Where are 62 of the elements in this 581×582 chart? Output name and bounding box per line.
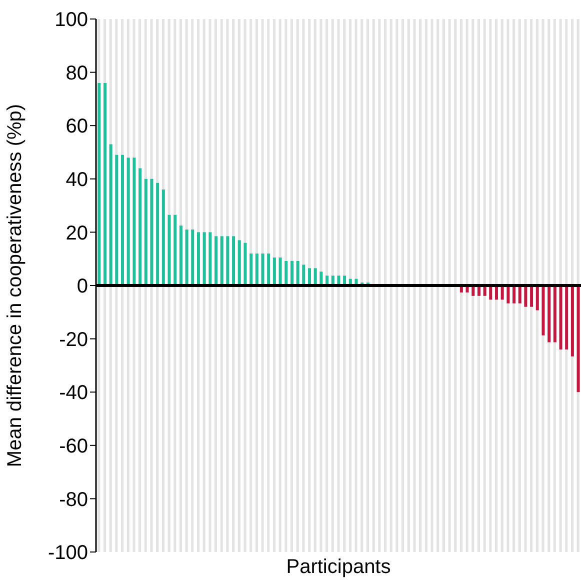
bar xyxy=(565,286,568,350)
bar xyxy=(272,258,276,286)
y-tick-label: 0 xyxy=(76,276,88,298)
bar xyxy=(126,158,130,286)
bar xyxy=(261,254,264,286)
bar xyxy=(536,286,539,310)
bar xyxy=(559,286,562,350)
bar xyxy=(144,178,148,286)
bar xyxy=(512,286,516,304)
bar xyxy=(250,254,253,286)
bar xyxy=(121,154,124,286)
bar xyxy=(576,286,580,392)
bar xyxy=(185,230,188,286)
bar xyxy=(308,268,311,286)
bar xyxy=(168,214,171,286)
y-tick-label: 100 xyxy=(54,9,88,32)
bar xyxy=(138,168,142,286)
bar xyxy=(570,286,574,356)
y-tick-label: -40 xyxy=(59,382,88,404)
bar xyxy=(174,214,177,286)
bar xyxy=(255,254,258,286)
x-axis-title: Participants xyxy=(286,556,391,578)
y-tick-label: -60 xyxy=(59,436,88,458)
y-tick-label: 80 xyxy=(66,62,88,84)
bar xyxy=(238,240,241,286)
bar xyxy=(542,286,545,336)
y-tick-label: 60 xyxy=(66,116,88,138)
bar xyxy=(156,182,160,286)
bar xyxy=(506,286,510,304)
bar xyxy=(244,242,247,286)
bar xyxy=(548,286,551,342)
bar xyxy=(115,154,118,286)
bar xyxy=(202,232,206,286)
bar xyxy=(179,226,182,286)
bar xyxy=(518,286,522,304)
bar xyxy=(278,258,282,286)
bar xyxy=(296,260,300,286)
bar xyxy=(208,232,212,286)
bar xyxy=(284,260,288,286)
y-tick-label: -80 xyxy=(59,488,88,511)
bar xyxy=(196,232,200,286)
y-axis-title: Mean difference in cooperativeness (%p) xyxy=(4,104,26,468)
y-tick-label: -100 xyxy=(48,542,88,564)
bar xyxy=(290,260,294,286)
bar xyxy=(267,254,270,286)
y-tick-label: 40 xyxy=(66,169,88,191)
bar xyxy=(150,178,154,286)
y-tick-label: 20 xyxy=(66,222,88,244)
bar xyxy=(191,230,194,286)
bar xyxy=(214,236,218,286)
bar xyxy=(302,264,306,286)
bar xyxy=(530,286,534,307)
bar xyxy=(162,190,165,286)
bar xyxy=(232,236,236,286)
bar xyxy=(220,236,224,286)
bar xyxy=(553,286,556,342)
bar xyxy=(132,158,136,286)
bar xyxy=(226,236,230,286)
bar xyxy=(524,286,528,307)
y-tick-label: -20 xyxy=(59,328,88,351)
bar xyxy=(109,144,112,286)
bar xyxy=(314,268,317,286)
